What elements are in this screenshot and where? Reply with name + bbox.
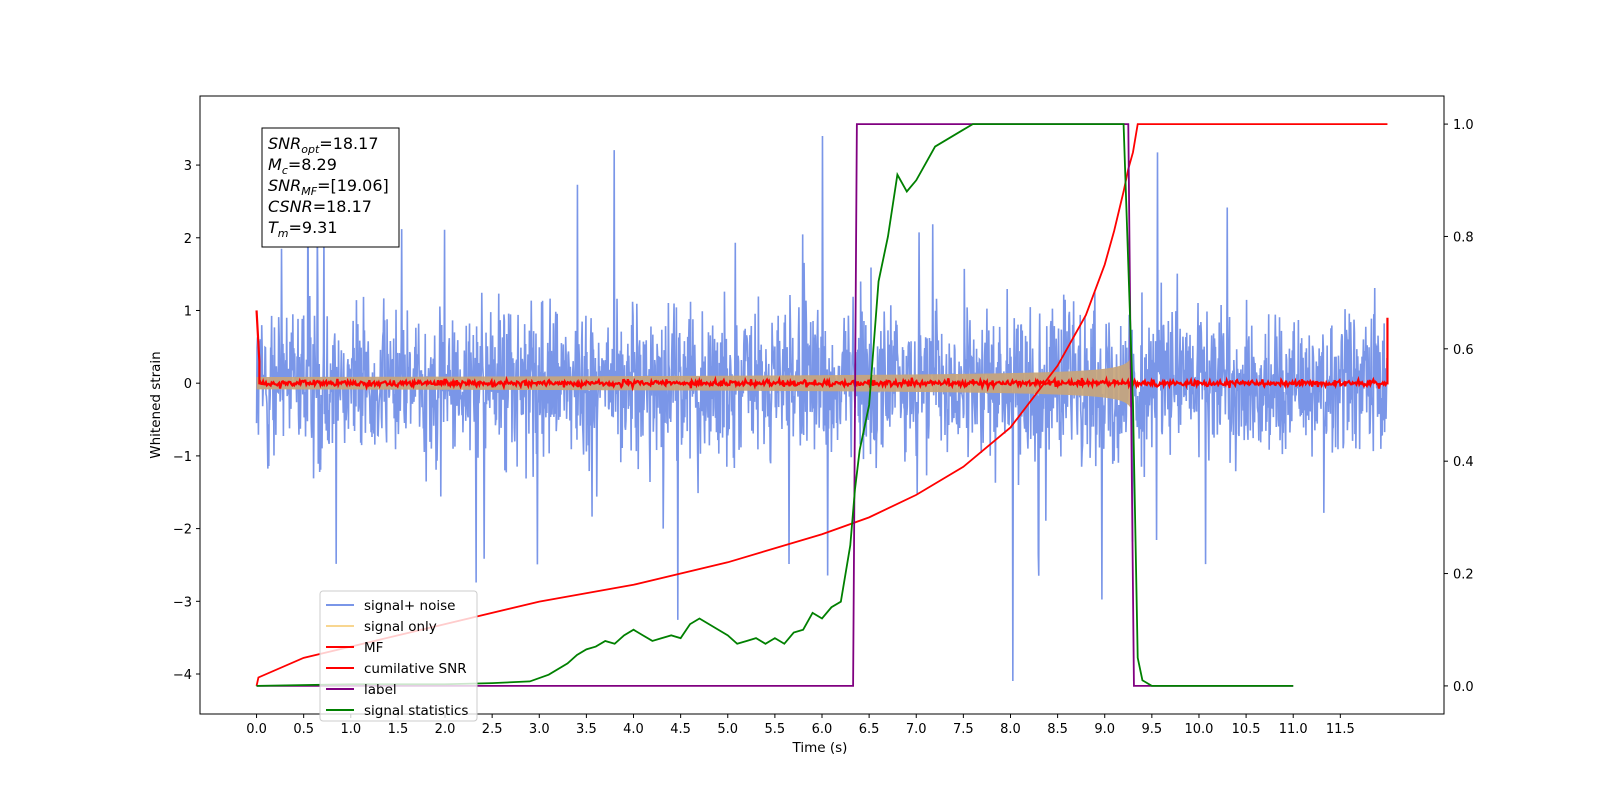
y-tick-label: 2 xyxy=(184,232,192,247)
x-tick-label: 0.0 xyxy=(246,722,267,737)
x-axis-label: Time (s) xyxy=(792,740,848,756)
legend-label: signal only xyxy=(364,619,437,635)
y-axis-label: Whitened strain xyxy=(148,351,164,458)
y2-tick-label: 0.0 xyxy=(1453,680,1474,695)
x-tick-label: 5.0 xyxy=(717,722,738,737)
y2-tick-label: 0.8 xyxy=(1453,230,1474,245)
x-tick-label: 0.5 xyxy=(293,722,314,737)
series-signal-statistics xyxy=(256,123,1294,687)
y-tick-label: 1 xyxy=(184,304,192,319)
x-tick-label: 10.0 xyxy=(1184,722,1213,737)
y-tick-label: −2 xyxy=(173,523,192,538)
x-tick-label: 7.0 xyxy=(906,722,927,737)
x-tick-label: 5.5 xyxy=(765,722,786,737)
legend-label: signal+ noise xyxy=(364,598,455,614)
info-line: Mc=8.29 xyxy=(268,155,337,177)
x-axis: 0.0 0.5 1.0 1.5 2.0 2.5 3.0 3.5 4.0 4.5 5.0 5.5 6.0 6… xyxy=(246,714,1355,737)
x-tick-label: 11.0 xyxy=(1279,722,1308,737)
x-tick-label: 8.0 xyxy=(1000,722,1021,737)
x-tick-label: 4.0 xyxy=(623,722,644,737)
info-line: SNRopt=18.17 xyxy=(268,134,379,156)
y2-tick-label: 0.6 xyxy=(1453,343,1474,358)
info-line: SNRMF=[19.06] xyxy=(268,176,389,198)
y2-tick-label: 0.4 xyxy=(1453,455,1474,470)
info-box: SNRopt=18.17Mc=8.29SNRMF=[19.06]CSNR=18.… xyxy=(261,127,400,248)
x-tick-label: 2.5 xyxy=(482,722,503,737)
legend-frame xyxy=(319,590,478,722)
x-tick-label: 3.5 xyxy=(576,722,597,737)
x-tick-label: 10.5 xyxy=(1232,722,1261,737)
y-tick-label: 3 xyxy=(184,159,192,174)
info-line: CSNR=18.17 xyxy=(268,197,372,216)
legend-label: label xyxy=(364,682,397,698)
x-tick-label: 6.0 xyxy=(812,722,833,737)
y-tick-label: 0 xyxy=(184,377,192,392)
y2-tick-label: 0.2 xyxy=(1453,568,1474,583)
series-mf xyxy=(255,310,1389,393)
x-tick-label: 1.0 xyxy=(340,722,361,737)
y-tick-label: −3 xyxy=(173,595,192,610)
x-tick-label: 8.5 xyxy=(1047,722,1068,737)
x-tick-label: 11.5 xyxy=(1326,722,1355,737)
x-tick-label: 4.5 xyxy=(670,722,691,737)
info-line: Tm=9.31 xyxy=(268,218,338,240)
legend-label: MF xyxy=(364,640,383,656)
x-tick-label: 6.5 xyxy=(859,722,880,737)
y-axis-left: 3 2 1 0 −1 −2 −3 −4 xyxy=(173,159,200,683)
info-box-frame xyxy=(261,127,400,248)
y-tick-label: −1 xyxy=(173,450,192,465)
x-tick-label: 2.0 xyxy=(435,722,456,737)
legend-label: cumilative SNR xyxy=(364,661,467,677)
x-tick-label: 7.5 xyxy=(953,722,974,737)
x-tick-label: 1.5 xyxy=(388,722,409,737)
x-tick-label: 3.0 xyxy=(529,722,550,737)
y-tick-label: −4 xyxy=(173,668,192,683)
y2-tick-label: 1.0 xyxy=(1453,118,1474,133)
x-tick-label: 9.5 xyxy=(1142,722,1163,737)
legend-label: signal statistics xyxy=(364,703,468,719)
y-axis-right: 1.0 0.8 0.6 0.4 0.2 0.0 xyxy=(1444,118,1474,695)
legend: signal+ noise signal only MF cumilative SNR… xyxy=(319,590,478,722)
x-tick-label: 9.0 xyxy=(1094,722,1115,737)
